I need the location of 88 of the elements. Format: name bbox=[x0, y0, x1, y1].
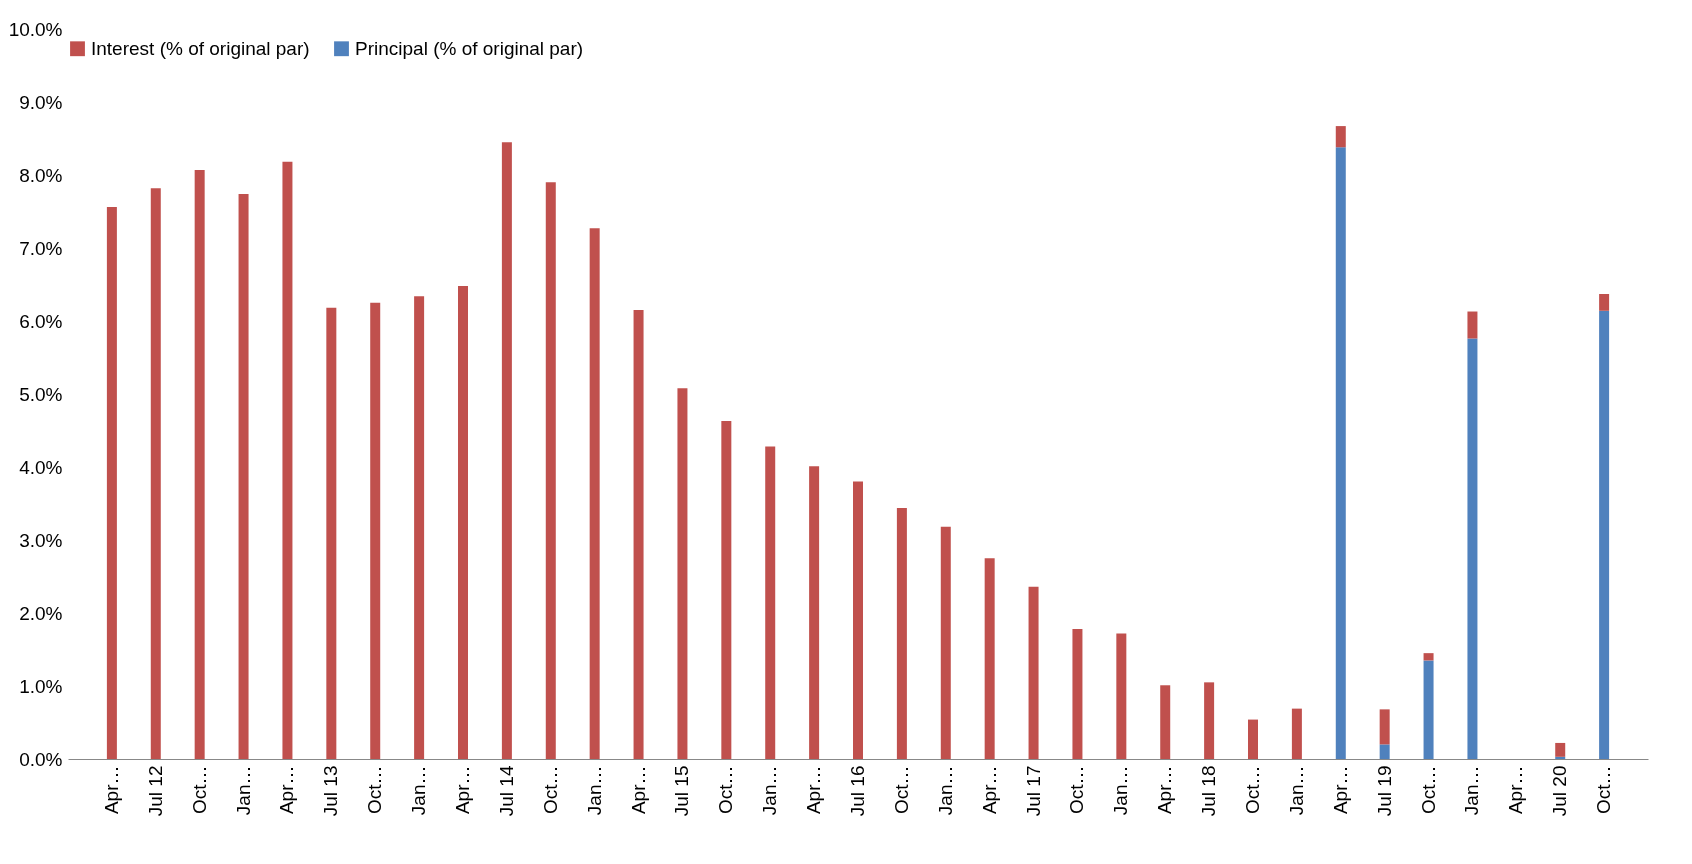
legend-label: Principal (% of original par) bbox=[355, 37, 584, 59]
y-tick-label: 1.0% bbox=[19, 675, 63, 697]
bar bbox=[1116, 633, 1127, 759]
x-tick-label: Apr… bbox=[276, 765, 298, 815]
bar bbox=[896, 507, 907, 759]
bar bbox=[1072, 629, 1083, 759]
bar bbox=[238, 193, 249, 759]
x-tick-label: Jul 15 bbox=[671, 765, 693, 817]
bar bbox=[1555, 756, 1566, 759]
x-tick-label: Apr… bbox=[803, 765, 825, 815]
bar bbox=[1379, 744, 1390, 759]
x-tick-label: Oct… bbox=[1242, 765, 1263, 815]
x-tick-label: Oct… bbox=[1593, 765, 1615, 815]
x-tick-label: Jan… bbox=[583, 765, 605, 816]
y-tick-label: 3.0% bbox=[19, 529, 63, 551]
bar bbox=[940, 526, 951, 759]
x-tick-label: Oct… bbox=[364, 765, 386, 815]
bar bbox=[589, 228, 600, 759]
x-tick-label: Jul 17 bbox=[1022, 765, 1044, 817]
x-tick-label: Oct… bbox=[539, 765, 561, 815]
bar bbox=[853, 481, 863, 759]
bar bbox=[765, 446, 776, 759]
bar bbox=[1555, 742, 1566, 757]
bar bbox=[809, 466, 820, 759]
x-tick-label: Apr… bbox=[452, 765, 473, 815]
legend-label: Interest (% of original par) bbox=[91, 37, 310, 59]
bar bbox=[984, 558, 995, 759]
bar bbox=[501, 142, 512, 759]
x-tick-label: Jul 14 bbox=[495, 765, 517, 817]
bar bbox=[1599, 293, 1610, 311]
bar bbox=[1467, 338, 1478, 759]
x-tick-label: Oct… bbox=[715, 765, 737, 815]
y-tick-label: 9.0% bbox=[19, 91, 63, 113]
x-tick-label: Jan… bbox=[408, 765, 430, 816]
bar bbox=[1028, 586, 1039, 759]
x-tick-label: Oct… bbox=[188, 765, 210, 815]
bar bbox=[414, 296, 425, 759]
bar bbox=[633, 310, 644, 759]
y-tick-label: 8.0% bbox=[19, 164, 63, 186]
x-tick-label: Jul 18 bbox=[1198, 765, 1220, 817]
bar bbox=[1335, 147, 1346, 759]
bar bbox=[106, 207, 117, 759]
x-tick-label: Jan… bbox=[232, 765, 254, 816]
bar bbox=[1291, 708, 1302, 759]
x-tick-label: Jul 20 bbox=[1549, 765, 1571, 817]
y-tick-label: 10.0% bbox=[8, 18, 63, 40]
y-tick-label: 7.0% bbox=[19, 237, 63, 259]
bar bbox=[150, 188, 161, 759]
x-tick-label: Jan… bbox=[759, 765, 781, 816]
x-tick-label: Jan… bbox=[1285, 765, 1307, 816]
bar bbox=[458, 285, 468, 759]
x-tick-label: Jul 16 bbox=[847, 765, 868, 817]
x-tick-label: Jul 12 bbox=[144, 765, 166, 817]
bar bbox=[1599, 310, 1610, 759]
bar bbox=[1467, 311, 1478, 339]
bar bbox=[282, 161, 293, 759]
x-tick-label: Jul 13 bbox=[320, 765, 342, 817]
bar bbox=[326, 307, 337, 759]
x-tick-label: Oct… bbox=[1066, 765, 1088, 815]
bar bbox=[545, 182, 556, 759]
x-tick-label: Apr… bbox=[100, 765, 122, 815]
bar bbox=[677, 388, 688, 759]
x-tick-label: Jan… bbox=[1110, 765, 1132, 816]
x-tick-label: Apr… bbox=[978, 765, 1000, 815]
bar bbox=[370, 302, 381, 759]
y-tick-label: 5.0% bbox=[19, 383, 63, 405]
bar bbox=[1423, 660, 1434, 759]
x-tick-label: Apr… bbox=[627, 765, 649, 815]
bar bbox=[1204, 682, 1215, 759]
x-tick-label: Apr… bbox=[1329, 765, 1351, 815]
bar bbox=[194, 169, 205, 759]
y-tick-label: 2.0% bbox=[19, 602, 63, 624]
bar bbox=[1423, 653, 1434, 661]
bar bbox=[721, 421, 732, 759]
x-tick-label: Jul 19 bbox=[1373, 765, 1395, 817]
x-tick-label: Apr… bbox=[1154, 765, 1176, 815]
bar bbox=[1248, 719, 1258, 759]
y-tick-label: 0.0% bbox=[19, 748, 63, 770]
x-tick-label: Jan… bbox=[1461, 765, 1483, 816]
y-tick-label: 6.0% bbox=[19, 310, 63, 332]
bar bbox=[1335, 126, 1346, 148]
x-tick-label: Oct… bbox=[890, 765, 912, 815]
x-tick-label: Jan… bbox=[934, 765, 956, 816]
x-tick-label: Apr… bbox=[1505, 765, 1527, 815]
bar bbox=[1160, 685, 1171, 759]
bar bbox=[1379, 709, 1390, 745]
y-tick-label: 4.0% bbox=[19, 456, 63, 478]
x-tick-label: Oct… bbox=[1417, 765, 1439, 815]
